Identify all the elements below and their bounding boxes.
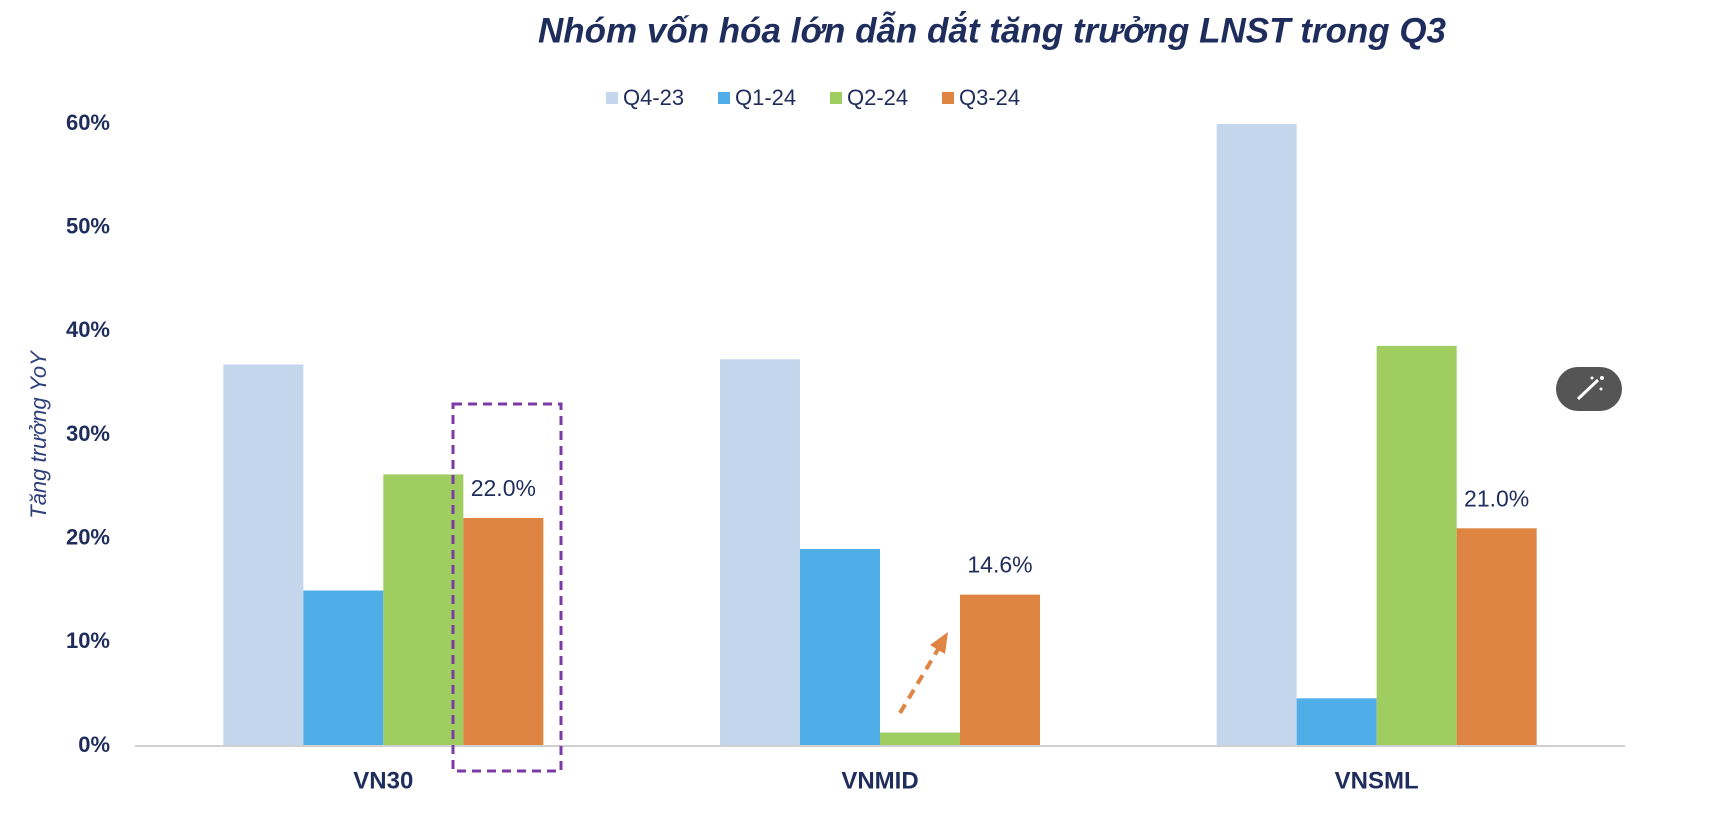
bar [463,517,544,746]
magic-button[interactable] [1556,367,1622,411]
y-tick-label: 40% [66,317,110,342]
y-tick-label: 30% [66,421,110,446]
y-axis-label: Tăng trưởng YoY [26,350,51,519]
highlight-box [451,402,563,773]
legend-swatch [942,92,954,104]
y-tick-label: 20% [66,524,110,549]
bar [1216,124,1297,746]
legend-swatch [718,92,730,104]
legend-swatch [830,92,842,104]
y-tick-label: 0% [78,732,110,757]
x-tick-label: VN30 [353,767,413,794]
legend-swatch [606,92,618,104]
bar [1376,345,1457,746]
bar [960,594,1040,746]
bar [223,364,304,746]
data-label: 21.0% [1464,485,1529,511]
legend-label: Q1-24 [735,85,796,110]
x-tick-label: VNSML [1335,767,1419,794]
trend-arrow [898,632,948,715]
x-tick-label: VNMID [841,767,918,794]
bar [1456,528,1537,746]
legend-label: Q4-23 [623,85,684,110]
y-tick-label: 50% [66,213,110,238]
bar [800,549,880,746]
bar [383,474,464,746]
bar [880,732,960,746]
legend-label: Q3-24 [959,85,1020,110]
chart-title: Nhóm vốn hóa lớn dẫn dắt tăng trưởng LNS… [538,10,1447,50]
bar [1296,698,1377,746]
bar [720,359,800,746]
y-tick-label: 10% [66,628,110,653]
y-tick-label: 60% [66,110,110,135]
legend-label: Q2-24 [847,85,908,110]
data-label: 22.0% [471,475,536,501]
bar [303,590,384,746]
data-label: 14.6% [967,552,1032,578]
